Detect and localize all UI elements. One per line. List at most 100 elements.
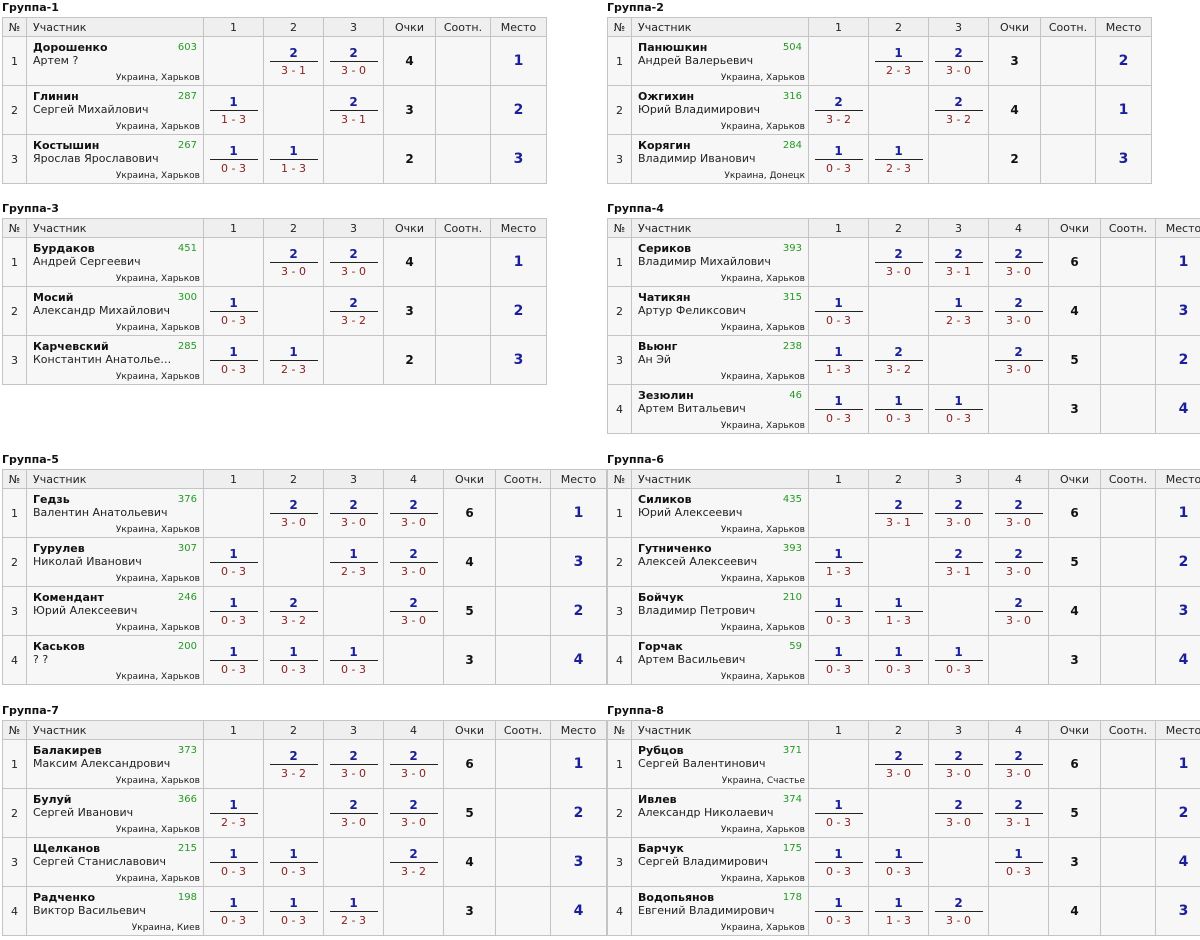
match-result-cell[interactable]: 1 2 - 3	[323, 886, 384, 936]
participant-cell[interactable]: Горчак Артем Васильевич 59 Украина, Харьков	[631, 635, 809, 685]
participant-cell[interactable]: Глинин Сергей Михайлович 287 Украина, Харьк…	[26, 85, 204, 135]
match-result-cell[interactable]: 2 3 - 0	[988, 586, 1049, 636]
participant-cell[interactable]: Мосий Александр Михайлович 300 Украина, Хар…	[26, 286, 204, 336]
match-result-cell[interactable]: 2 3 - 0	[988, 335, 1049, 385]
participant-cell[interactable]: Ожгихин Юрий Владимирович 316 Украина, Харь…	[631, 85, 809, 135]
participant-surname[interactable]: Бурдаков	[33, 242, 95, 255]
participant-cell[interactable]: Гутниченко Алексей Алексеевич 393 Украина, …	[631, 537, 809, 587]
participant-cell[interactable]: Каськов? ? 200 Украина, Харьков	[26, 635, 204, 685]
match-result-cell[interactable]: 2 3 - 0	[263, 488, 324, 538]
participant-surname[interactable]: Панюшкин	[638, 41, 708, 54]
match-result-cell[interactable]: 2 3 - 0	[988, 237, 1049, 287]
participant-surname[interactable]: Щелканов	[33, 842, 101, 855]
participant-surname[interactable]: Глинин	[33, 90, 79, 103]
match-result-cell[interactable]: 2 3 - 0	[383, 788, 444, 838]
participant-surname[interactable]: Мосий	[33, 291, 74, 304]
match-result-cell[interactable]: 2 3 - 0	[868, 237, 929, 287]
match-result-cell[interactable]: 2 3 - 0	[928, 788, 989, 838]
match-result-cell[interactable]: 1 0 - 3	[203, 537, 264, 587]
match-result-cell[interactable]: 1 0 - 3	[203, 134, 264, 184]
participant-cell[interactable]: Гурулев Николай Иванович 307 Украина, Харьк…	[26, 537, 204, 587]
participant-surname[interactable]: Водопьянов	[638, 891, 715, 904]
match-result-cell[interactable]: 1 0 - 3	[808, 586, 869, 636]
match-result-cell[interactable]: 1 0 - 3	[868, 384, 929, 434]
participant-cell[interactable]: Радченко Виктор Васильевич 198 Украина, Кие…	[26, 886, 204, 936]
participant-cell[interactable]: Балакирев Максим Александрович 373 Украина,…	[26, 739, 204, 789]
participant-cell[interactable]: Ивлев Александр Николаевич 374 Украина, Хар…	[631, 788, 809, 838]
match-result-cell[interactable]: 1 1 - 3	[808, 537, 869, 587]
participant-surname[interactable]: Горчак	[638, 640, 683, 653]
match-result-cell[interactable]: 2 3 - 1	[323, 85, 384, 135]
match-result-cell[interactable]: 2 3 - 0	[323, 237, 384, 287]
match-result-cell[interactable]: 1 2 - 3	[868, 36, 929, 86]
participant-surname[interactable]: Булуй	[33, 793, 72, 806]
participant-cell[interactable]: Сериков Владимир Михайлович 393 Украина, Ха…	[631, 237, 809, 287]
match-result-cell[interactable]: 1 2 - 3	[323, 537, 384, 587]
match-result-cell[interactable]: 2 3 - 1	[928, 537, 989, 587]
participant-surname[interactable]: Бойчук	[638, 591, 684, 604]
participant-surname[interactable]: Гутниченко	[638, 542, 712, 555]
participant-surname[interactable]: Силиков	[638, 493, 692, 506]
match-result-cell[interactable]: 1 0 - 3	[808, 788, 869, 838]
participant-cell[interactable]: Булуй Сергей Иванович 366 Украина, Харьков	[26, 788, 204, 838]
match-result-cell[interactable]: 1 0 - 3	[808, 384, 869, 434]
match-result-cell[interactable]: 2 3 - 2	[868, 335, 929, 385]
match-result-cell[interactable]: 1 0 - 3	[868, 837, 929, 887]
participant-surname[interactable]: Корягин	[638, 139, 691, 152]
participant-surname[interactable]: Зезюлин	[638, 389, 694, 402]
participant-surname[interactable]: Балакирев	[33, 744, 102, 757]
match-result-cell[interactable]: 1 0 - 3	[263, 837, 324, 887]
participant-surname[interactable]: Сериков	[638, 242, 692, 255]
match-result-cell[interactable]: 1 1 - 3	[203, 85, 264, 135]
match-result-cell[interactable]: 2 3 - 0	[323, 739, 384, 789]
match-result-cell[interactable]: 2 3 - 0	[928, 739, 989, 789]
participant-surname[interactable]: Рубцов	[638, 744, 684, 757]
match-result-cell[interactable]: 1 2 - 3	[203, 788, 264, 838]
match-result-cell[interactable]: 2 3 - 1	[868, 488, 929, 538]
participant-surname[interactable]: Костышин	[33, 139, 100, 152]
match-result-cell[interactable]: 2 3 - 0	[323, 788, 384, 838]
participant-surname[interactable]: Ивлев	[638, 793, 677, 806]
participant-surname[interactable]: Каськов	[33, 640, 85, 653]
match-result-cell[interactable]: 2 3 - 0	[988, 286, 1049, 336]
match-result-cell[interactable]: 1 0 - 3	[263, 886, 324, 936]
match-result-cell[interactable]: 2 3 - 2	[323, 286, 384, 336]
match-result-cell[interactable]: 1 0 - 3	[988, 837, 1049, 887]
participant-cell[interactable]: Вьюнг Ан Эй 238 Украина, Харьков	[631, 335, 809, 385]
match-result-cell[interactable]: 2 3 - 2	[928, 85, 989, 135]
participant-surname[interactable]: Радченко	[33, 891, 96, 904]
participant-surname[interactable]: Ожгихин	[638, 90, 695, 103]
match-result-cell[interactable]: 2 3 - 1	[928, 237, 989, 287]
participant-cell[interactable]: Панюшкин Андрей Валерьевич 504 Украина, Хар…	[631, 36, 809, 86]
match-result-cell[interactable]: 2 3 - 2	[263, 739, 324, 789]
match-result-cell[interactable]: 2 3 - 0	[868, 739, 929, 789]
participant-cell[interactable]: Барчук Сергей Владимирович 175 Украина, Хар…	[631, 837, 809, 887]
match-result-cell[interactable]: 2 3 - 0	[928, 488, 989, 538]
participant-surname[interactable]: Вьюнг	[638, 340, 678, 353]
match-result-cell[interactable]: 1 1 - 3	[263, 134, 324, 184]
match-result-cell[interactable]: 1 1 - 3	[868, 886, 929, 936]
participant-surname[interactable]: Гурулев	[33, 542, 85, 555]
match-result-cell[interactable]: 1 1 - 3	[868, 586, 929, 636]
participant-cell[interactable]: Дорошенко Артем ? 603 Украина, Харьков	[26, 36, 204, 86]
match-result-cell[interactable]: 1 0 - 3	[203, 286, 264, 336]
participant-cell[interactable]: Водопьянов Евгений Владимирович 178 Украина…	[631, 886, 809, 936]
match-result-cell[interactable]: 2 3 - 1	[263, 36, 324, 86]
match-result-cell[interactable]: 1 0 - 3	[928, 384, 989, 434]
participant-surname[interactable]: Барчук	[638, 842, 684, 855]
match-result-cell[interactable]: 2 3 - 0	[988, 488, 1049, 538]
participant-cell[interactable]: Силиков Юрий Алексеевич 435 Украина, Харько…	[631, 488, 809, 538]
participant-cell[interactable]: Костышин Ярослав Ярославович 267 Украина, Х…	[26, 134, 204, 184]
match-result-cell[interactable]: 1 0 - 3	[203, 886, 264, 936]
match-result-cell[interactable]: 2 3 - 0	[383, 739, 444, 789]
match-result-cell[interactable]: 1 0 - 3	[203, 635, 264, 685]
match-result-cell[interactable]: 1 0 - 3	[928, 635, 989, 685]
participant-surname[interactable]: Чатикян	[638, 291, 691, 304]
participant-surname[interactable]: Гедзь	[33, 493, 70, 506]
match-result-cell[interactable]: 2 3 - 0	[988, 739, 1049, 789]
match-result-cell[interactable]: 1 0 - 3	[203, 586, 264, 636]
match-result-cell[interactable]: 1 2 - 3	[928, 286, 989, 336]
match-result-cell[interactable]: 2 3 - 0	[928, 886, 989, 936]
participant-cell[interactable]: Комендант Юрий Алексеевич 246 Украина, Харь…	[26, 586, 204, 636]
participant-surname[interactable]: Карчевский	[33, 340, 109, 353]
